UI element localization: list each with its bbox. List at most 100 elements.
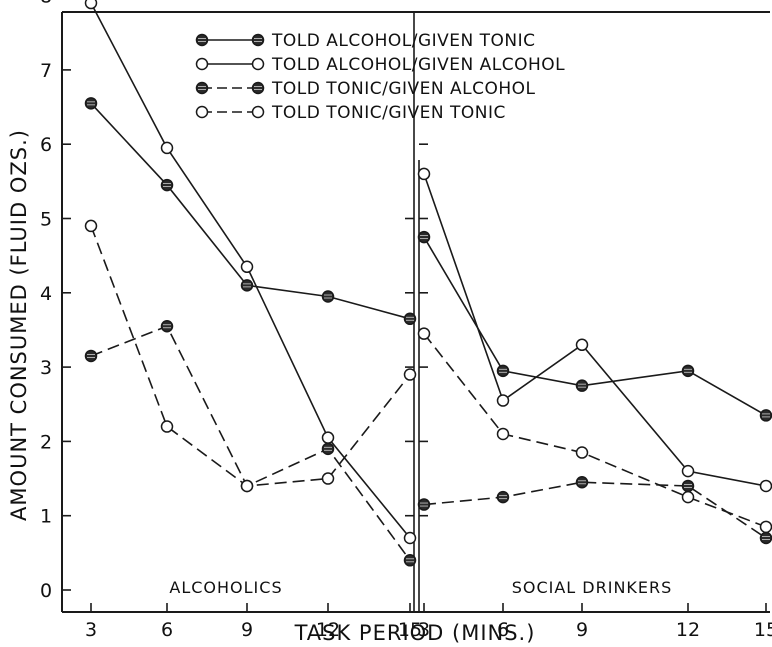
open-circle-marker xyxy=(240,260,254,274)
open-circle-marker xyxy=(403,531,417,545)
open-circle-marker xyxy=(160,141,174,155)
y-tick-label: 4 xyxy=(40,283,52,305)
x-axis-label: TASK PERIOD (MINS.) xyxy=(294,621,536,645)
open-circle-marker xyxy=(496,394,510,407)
open-circle-marker xyxy=(321,431,335,444)
x-tick-label: 9 xyxy=(576,619,588,641)
data-point xyxy=(84,0,98,10)
open-circle-marker xyxy=(496,427,510,441)
data-point xyxy=(759,409,772,422)
data-point xyxy=(403,368,417,381)
open-circle-marker xyxy=(195,57,209,71)
axis-ticks: 01234567836912153691215 xyxy=(40,0,772,641)
open-circle-marker xyxy=(681,464,695,478)
data-point xyxy=(681,479,695,493)
open-circle-marker xyxy=(575,446,589,459)
data-point xyxy=(759,531,772,545)
y-tick-label: 2 xyxy=(40,431,52,453)
y-tick-label: 1 xyxy=(40,506,52,528)
filled-circle-marker xyxy=(403,312,417,326)
filled-circle-marker xyxy=(195,33,209,47)
legend-label: TOLD TONIC/GIVEN ALCOHOL xyxy=(271,79,536,99)
data-point xyxy=(417,498,431,511)
x-tick-label: 15 xyxy=(754,619,772,641)
filled-circle-marker xyxy=(496,364,510,378)
data-point xyxy=(160,141,174,155)
filled-circle-marker xyxy=(417,498,431,511)
legend-marker xyxy=(195,105,209,119)
legend-label: TOLD ALCOHOL/GIVEN TONIC xyxy=(271,31,536,51)
data-point xyxy=(321,290,335,303)
x-tick-label: 6 xyxy=(161,619,173,641)
open-circle-marker xyxy=(251,105,265,119)
open-circle-marker xyxy=(251,57,265,71)
filled-circle-marker xyxy=(84,97,98,110)
open-circle-marker xyxy=(195,105,209,119)
data-point xyxy=(160,319,174,333)
data-point xyxy=(496,364,510,378)
y-axis-label: AMOUNT CONSUMED (FLUID OZS.) xyxy=(7,129,31,521)
legend-item: TOLD TONIC/GIVEN TONIC xyxy=(195,103,505,123)
open-circle-marker xyxy=(240,479,254,493)
filled-circle-marker xyxy=(321,290,335,303)
filled-circle-marker xyxy=(84,349,98,363)
x-tick-label: 15 xyxy=(398,619,422,641)
filled-circle-marker xyxy=(759,409,772,422)
data-point xyxy=(84,97,98,110)
data-point xyxy=(240,260,254,274)
data-point xyxy=(240,479,254,493)
x-tick-label: 12 xyxy=(676,619,700,641)
series-line xyxy=(423,333,767,528)
data-point xyxy=(321,442,335,456)
legend-marker xyxy=(251,81,265,95)
panel-label-social-drinkers: SOCIAL DRINKERS xyxy=(512,578,673,597)
data-point xyxy=(575,379,589,392)
filled-circle-marker xyxy=(251,33,265,47)
open-circle-marker xyxy=(759,520,772,534)
open-circle-marker xyxy=(403,368,417,381)
data-point xyxy=(575,446,589,459)
y-tick-label: 3 xyxy=(40,357,52,379)
x-tick-label: 3 xyxy=(418,619,430,641)
filled-circle-marker xyxy=(681,364,695,378)
legend-item: TOLD ALCOHOL/GIVEN ALCOHOL xyxy=(195,55,565,75)
x-tick-label: 3 xyxy=(85,619,97,641)
legend-marker xyxy=(195,81,209,95)
filled-circle-marker xyxy=(403,554,417,567)
legend-item: TOLD TONIC/GIVEN ALCOHOL xyxy=(195,79,536,99)
filled-circle-marker xyxy=(240,279,254,292)
legend-marker xyxy=(251,57,265,71)
legend-marker xyxy=(195,33,209,47)
data-point xyxy=(575,476,589,489)
data-point xyxy=(84,349,98,363)
filled-circle-marker xyxy=(575,379,589,392)
y-tick-label: 6 xyxy=(40,134,52,156)
data-point xyxy=(160,420,174,433)
series-line xyxy=(423,481,767,539)
x-tick-label: 12 xyxy=(316,619,340,641)
filled-circle-marker xyxy=(195,81,209,95)
data-point xyxy=(403,531,417,545)
open-circle-marker xyxy=(84,0,98,10)
legend: TOLD ALCOHOL/GIVEN TONIC TOLD ALCOHOL/GIV… xyxy=(195,31,565,123)
data-point xyxy=(417,230,431,244)
x-tick-label: 9 xyxy=(241,619,253,641)
filled-circle-marker xyxy=(417,230,431,244)
filled-circle-marker xyxy=(496,490,510,504)
data-point xyxy=(759,479,772,493)
filled-circle-marker xyxy=(575,476,589,489)
open-circle-marker xyxy=(575,338,589,352)
data-point xyxy=(403,312,417,326)
data-point xyxy=(403,554,417,567)
data-point xyxy=(681,490,695,504)
chart-frame xyxy=(61,11,770,613)
filled-circle-marker xyxy=(321,442,335,456)
legend-marker xyxy=(251,105,265,119)
filled-circle-marker xyxy=(160,178,174,192)
y-tick-label: 8 xyxy=(40,0,52,8)
data-point xyxy=(417,167,431,181)
legend-marker xyxy=(195,57,209,71)
series-line xyxy=(90,325,411,561)
panel-label-alcoholics: ALCOHOLICS xyxy=(169,578,282,597)
data-point xyxy=(240,279,254,292)
